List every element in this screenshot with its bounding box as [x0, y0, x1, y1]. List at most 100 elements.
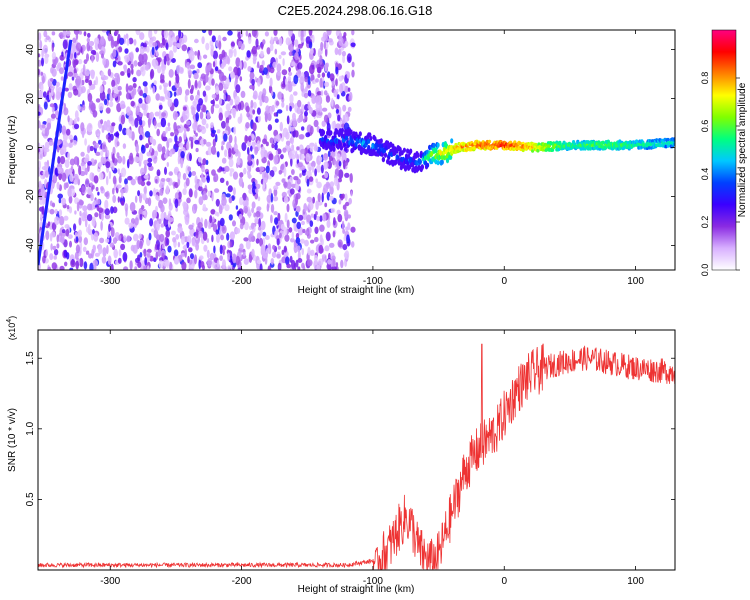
spectrogram-cell [87, 32, 91, 38]
spectrogram-cell [91, 184, 95, 190]
spectrogram-cell [94, 252, 101, 257]
spectrogram-cell [275, 134, 281, 143]
spectrogram-cell [323, 184, 329, 194]
spectrogram-cell [88, 253, 93, 259]
spectrogram-cell [127, 175, 133, 181]
spectrogram-cell [189, 136, 194, 142]
spectrogram-cell [50, 243, 53, 251]
spectrogram-cell [117, 196, 121, 203]
spectrogram-cell [164, 166, 167, 175]
spectrogram-cell [67, 115, 70, 123]
spectrogram-cell [324, 46, 328, 57]
spectrogram-cell [189, 263, 195, 270]
spectrogram-cell [153, 80, 157, 86]
spectrogram-cell [285, 37, 291, 46]
spectrogram-cell [156, 244, 160, 251]
spectrogram-cell [302, 265, 306, 270]
spectrogram-cell [118, 37, 125, 45]
spectrogram-cell [87, 203, 93, 211]
spectrogram-cell [149, 136, 154, 144]
spectrogram-cell [77, 58, 83, 65]
spectrogram-cell [338, 160, 342, 167]
spectrogram-cell [174, 168, 178, 174]
spectrogram-cell [208, 30, 213, 36]
spectrogram-cell [101, 30, 108, 33]
spectrogram-cell [59, 265, 65, 270]
spectrogram-cell [210, 209, 216, 215]
spectrogram-cell [38, 180, 42, 189]
spectrogram-cell [212, 50, 218, 60]
spectrogram-cell [186, 197, 191, 204]
spectrogram-cell [51, 51, 57, 60]
spectrogram-cell [199, 125, 205, 130]
spectrogram-cell [273, 36, 279, 42]
spectrogram-cell [183, 202, 187, 211]
spectrogram-cell [223, 89, 227, 94]
spectrogram-cell [174, 112, 179, 118]
spectrogram-cell [218, 53, 223, 60]
snr-y-multiplier: (x104) [6, 316, 17, 340]
spectrogram-cell [316, 164, 322, 173]
spectrogram-cell [54, 208, 58, 215]
spectrogram-cell [137, 61, 143, 67]
spectrogram-cell [146, 181, 151, 186]
spectrogram-cell [44, 170, 49, 178]
spectrogram-cell [135, 47, 139, 53]
spectrogram-cell [149, 218, 154, 227]
spectrogram-cell [158, 109, 161, 120]
spectrogram-cell [203, 244, 208, 252]
spectrogram-cell [230, 41, 235, 47]
spectrogram-cell [243, 205, 249, 214]
spectrogram-cell [114, 72, 120, 78]
spectrogram-cell [181, 261, 187, 270]
spectrogram-cell [44, 55, 49, 65]
spectrogram-cell [111, 79, 116, 88]
spectrogram-cell [228, 147, 232, 158]
spectrogram-cell [315, 211, 318, 216]
colorbar-label: Normalized spectral amplitude [737, 82, 748, 217]
spectrogram-cell [141, 144, 144, 151]
spectrogram-cell [204, 194, 208, 201]
spectrogram-cell [202, 264, 205, 270]
spectrogram-cell [110, 263, 114, 270]
spectrogram-cell [73, 179, 78, 185]
spectrogram-cell [181, 235, 185, 245]
spectrogram-cell [299, 76, 305, 86]
spectrogram-signal-cell [531, 149, 535, 153]
spectrogram-cell [257, 196, 261, 202]
spectrogram-cell [64, 87, 69, 92]
spectrogram-cell [210, 104, 215, 115]
spectrogram-cell [153, 187, 156, 197]
spectrogram-cell [228, 158, 234, 168]
spectrogram-cell [331, 266, 337, 270]
spectrogram-cell [345, 201, 350, 207]
spectrogram-cell [86, 145, 91, 154]
spectrogram-cell [59, 67, 64, 75]
spectrogram-cell [75, 260, 79, 270]
spectrogram-cell [98, 139, 102, 145]
spectrogram-cell [84, 78, 89, 84]
spectrogram-cell [91, 54, 94, 63]
spectrogram-cell [318, 156, 323, 162]
spectrogram-cell [229, 241, 232, 248]
spectrogram-cell [126, 235, 131, 243]
spectrogram-cell [240, 90, 246, 98]
spectrogram-cell [247, 66, 252, 72]
spectrogram-cell [260, 220, 266, 231]
spectrogram-cell [235, 57, 241, 67]
spectrogram-cell [160, 42, 163, 49]
spectrogram-cell [217, 168, 222, 173]
spectrogram-cell [206, 111, 211, 120]
spectrogram-cell [158, 104, 163, 110]
spectrogram-cell [128, 116, 133, 122]
spectrogram-cell [205, 42, 210, 51]
spectrogram-cell [255, 210, 261, 218]
spectrogram-cell [155, 178, 158, 184]
spectrogram-cell [273, 211, 278, 216]
spectrogram-cell [301, 126, 305, 131]
spectrogram-cell [38, 59, 42, 67]
spectrogram-signal-cell [536, 148, 540, 153]
spectrogram-cell [293, 74, 299, 85]
spectrogram-cell [157, 65, 162, 74]
spectrogram-cell [206, 249, 210, 259]
